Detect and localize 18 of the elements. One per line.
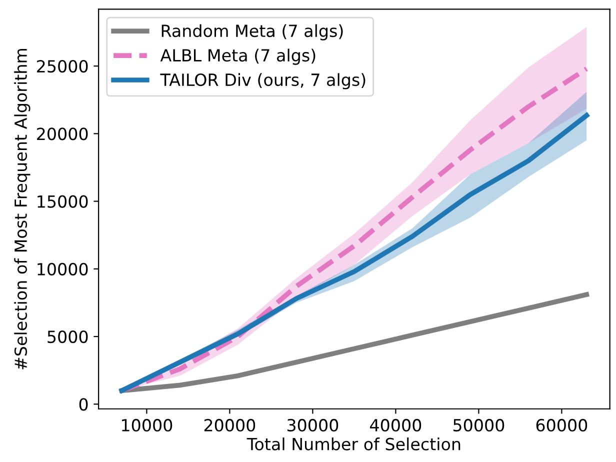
x-tick-label: 10000	[122, 418, 172, 432]
legend-label: Random Meta (7 algs)	[162, 24, 343, 40]
y-tick-label: 5000	[48, 330, 88, 344]
y-tick-label: 15000	[38, 195, 88, 208]
x-tick-label: 40000	[370, 418, 422, 432]
x-axis-title: Total Number of Selection	[246, 438, 460, 450]
y-tick-label: 10000	[38, 262, 88, 276]
x-tick-label: 60000	[536, 418, 588, 432]
y-tick-label: 20000	[37, 128, 88, 140]
x-tick-label: 50000	[453, 418, 504, 432]
y-axis-title: #Selection of Most Frequent Algorithm	[14, 48, 30, 370]
legend-label: ALBL Meta (7 algs)	[160, 48, 316, 65]
y-tick-label: 25000	[37, 60, 88, 73]
x-tick-label: 30000	[287, 418, 338, 432]
legend-label: TAILOR Div (ours, 7 algs)	[160, 73, 366, 90]
line-series	[119, 292, 590, 394]
y-tick-label: 0	[79, 398, 88, 411]
x-tick-label: 20000	[204, 418, 256, 432]
